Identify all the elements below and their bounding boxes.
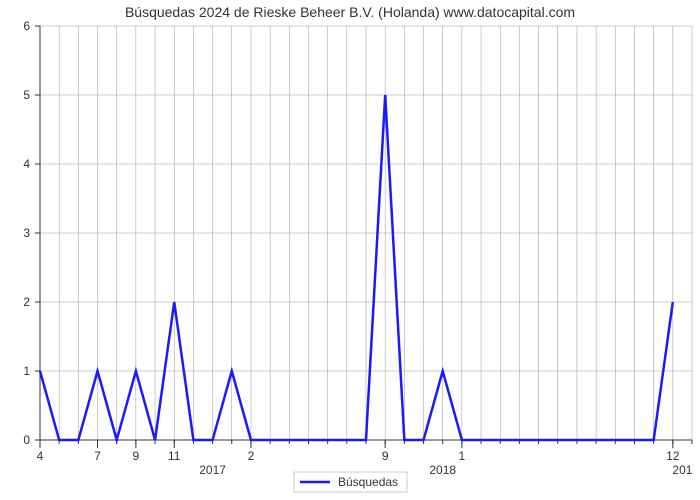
chart-title: Búsquedas 2024 de Rieske Beheer B.V. (Ho… (0, 4, 700, 20)
x-tick-label: 4 (37, 449, 44, 463)
legend-label: Búsquedas (338, 475, 398, 489)
y-tick-label: 3 (23, 226, 30, 240)
x-year-label: 2018 (429, 463, 456, 477)
y-tick-label: 2 (23, 295, 30, 309)
y-tick-label: 0 (23, 433, 30, 447)
x-tick-label: 9 (133, 449, 140, 463)
y-tick-label: 1 (23, 364, 30, 378)
y-tick-label: 4 (23, 157, 30, 171)
x-year-label: 2017 (199, 463, 226, 477)
chart-container: Búsquedas 2024 de Rieske Beheer B.V. (Ho… (0, 0, 700, 500)
x-tick-label: 9 (382, 449, 389, 463)
data-line (40, 95, 673, 440)
x-tick-label: 7 (94, 449, 101, 463)
chart-svg: 0123456479112911220172018201Búsquedas (0, 0, 700, 500)
x-tick-label: 12 (666, 449, 680, 463)
y-tick-label: 5 (23, 88, 30, 102)
y-tick-label: 6 (23, 19, 30, 33)
x-tick-label: 1 (459, 449, 466, 463)
x-year-label: 201 (672, 463, 692, 477)
x-tick-label: 2 (248, 449, 255, 463)
x-tick-label: 11 (168, 449, 181, 463)
